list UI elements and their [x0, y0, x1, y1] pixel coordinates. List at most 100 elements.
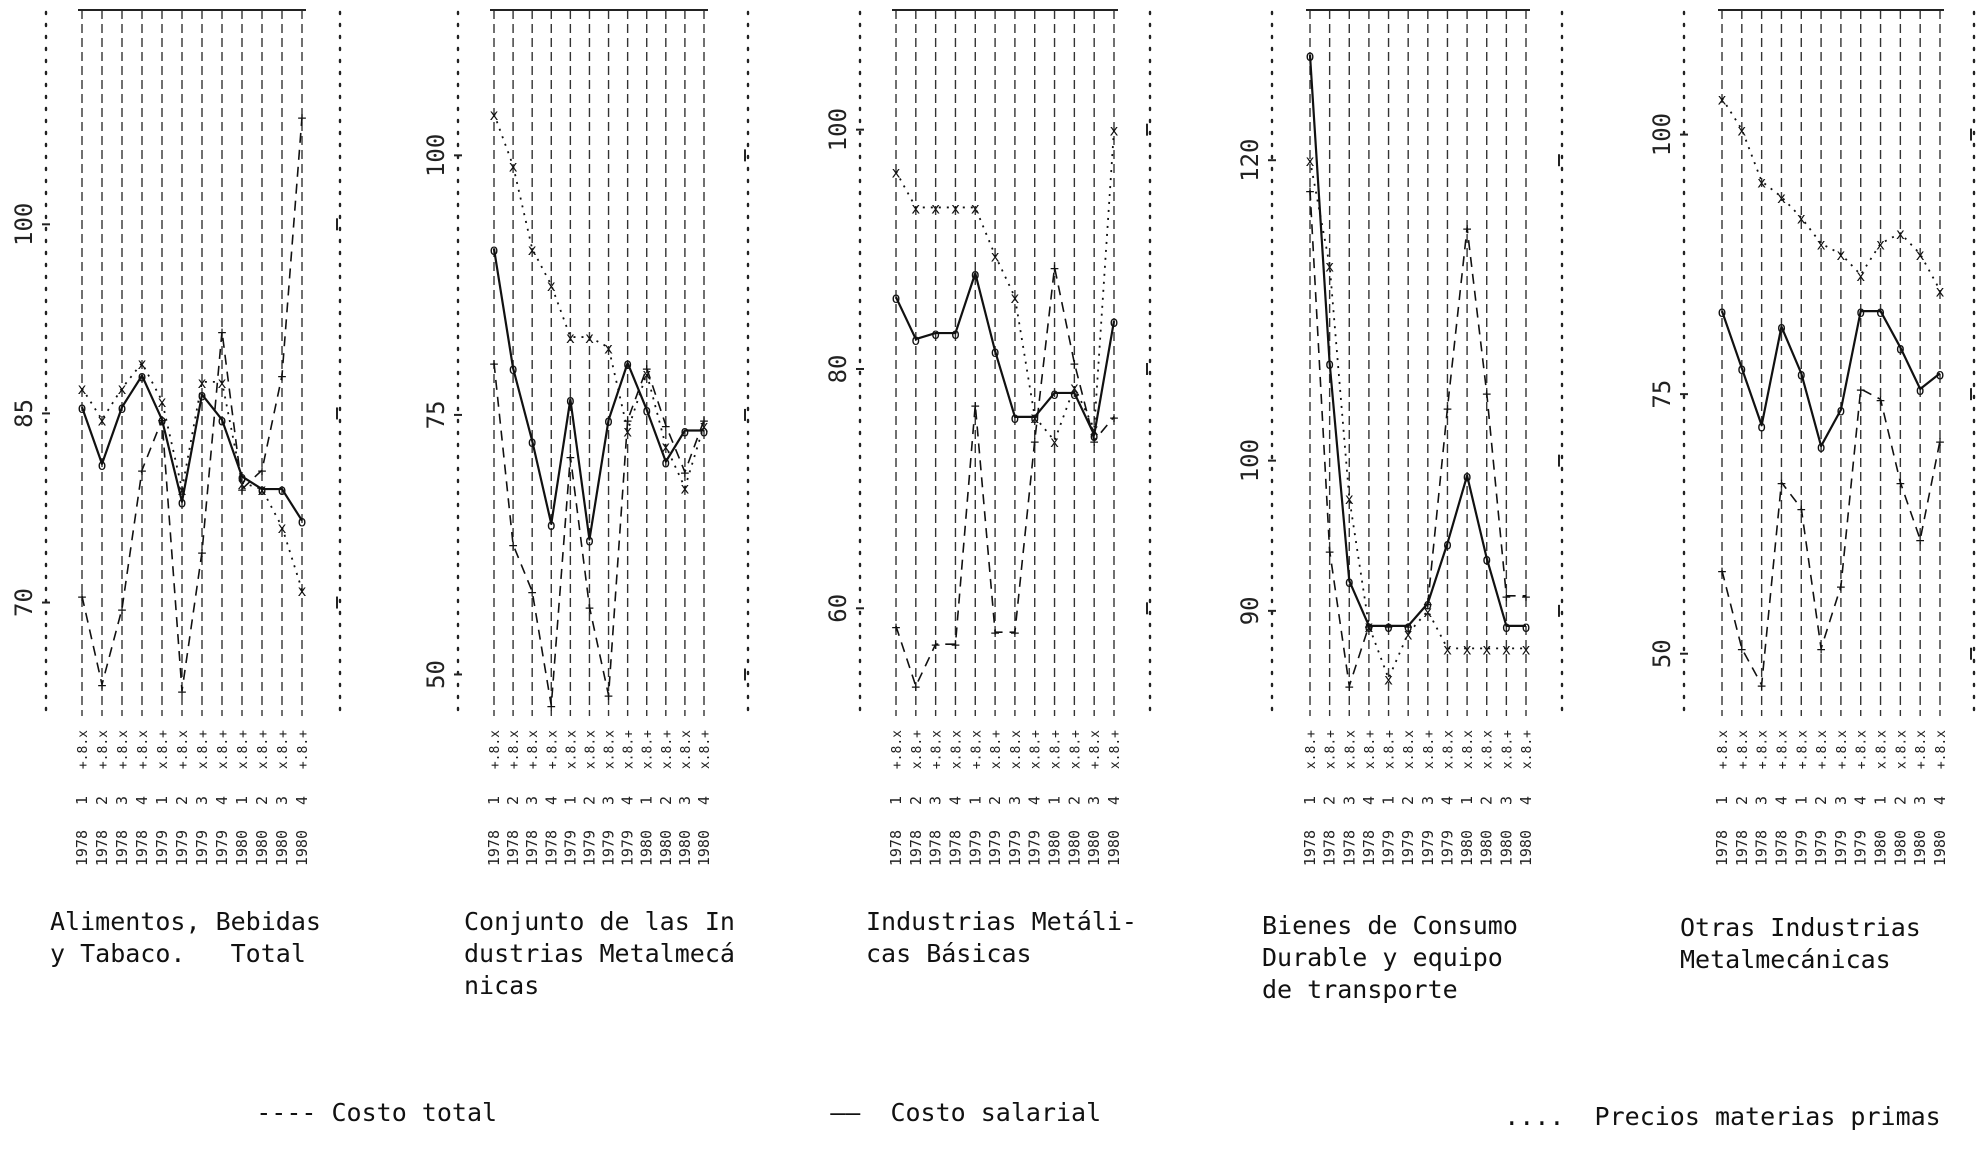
x-year-label: 1980 [1458, 830, 1476, 866]
point-precios-mp: x [604, 339, 613, 357]
point-precios-mp: x [117, 380, 126, 398]
panel-title-1: Alimentos, Bebidas y Tabaco. Total [50, 906, 321, 970]
legend-symbol: .... [1504, 1102, 1565, 1131]
x-year-label: 1978 [1772, 830, 1790, 866]
x-year-label: 1978 [887, 830, 905, 866]
x-quarter-label: 2 [907, 796, 925, 805]
x-year-label: 1978 [504, 830, 522, 866]
x-year-label: 1979 [173, 830, 191, 866]
point-precios-mp: x [1443, 640, 1452, 658]
point-costo-total: + [1836, 578, 1845, 596]
point-costo-salarial: o [1896, 339, 1905, 357]
point-costo-total: + [1935, 433, 1944, 451]
x-quarter-label: 1 [1046, 796, 1064, 805]
x-quarter-label: 3 [600, 796, 618, 805]
x-quarter-label: 1 [1301, 796, 1319, 805]
point-precios-mp: x [217, 374, 226, 392]
point-precios-mp: x [137, 355, 146, 373]
x-year-label: 1980 [253, 830, 271, 866]
point-precios-mp: x [971, 199, 980, 217]
x-year-label: 1978 [946, 830, 964, 866]
point-costo-salarial: o [157, 412, 166, 430]
x-year-label: 1979 [1419, 830, 1437, 866]
x-marker-label: +.8.x [1914, 730, 1929, 769]
point-costo-total: + [1777, 474, 1786, 492]
panel-title-line: de transporte [1262, 975, 1458, 1004]
point-costo-total: + [528, 583, 537, 601]
x-quarter-label: 4 [946, 796, 964, 805]
panel-title-line: Durable y equipo [1262, 943, 1503, 972]
x-marker-label: +.8.x [890, 730, 905, 769]
point-precios-mp: x [197, 374, 206, 392]
point-costo-salarial: o [1856, 303, 1865, 321]
x-year-label: 1980 [273, 830, 291, 866]
point-precios-mp: x [489, 106, 498, 124]
x-year-label: 1980 [1085, 830, 1103, 866]
point-costo-salarial: o [642, 402, 651, 420]
x-quarter-label: 1 [153, 796, 171, 805]
point-costo-total: + [297, 109, 306, 127]
x-marker-label: +.8.+ [296, 730, 311, 769]
x-marker-label: x.8.x [1009, 730, 1024, 769]
series-line-precios-mp [1721, 97, 1941, 291]
point-costo-salarial: o [509, 360, 518, 378]
y-tick-label: 100 [422, 134, 450, 177]
point-costo-total: + [699, 412, 708, 430]
x-quarter-label: 3 [1419, 796, 1437, 805]
point-costo-salarial: o [1090, 427, 1099, 445]
x-quarter-label: 4 [293, 796, 311, 805]
point-precios-mp: x [1836, 246, 1845, 264]
legend-item-costo-total: ---- Costo total [196, 1068, 497, 1158]
x-year-label: 1980 [1478, 830, 1496, 866]
point-costo-total: + [197, 544, 206, 562]
x-quarter-label: 2 [657, 796, 675, 805]
x-quarter-label: 2 [1399, 796, 1417, 805]
x-year-label: 1979 [1438, 830, 1456, 866]
point-costo-salarial: o [1463, 468, 1472, 486]
point-costo-salarial: o [1050, 385, 1059, 403]
point-costo-total: + [1916, 532, 1925, 550]
x-quarter-label: 4 [1517, 796, 1535, 805]
x-quarter-label: 3 [1753, 796, 1771, 805]
x-quarter-label: 3 [1497, 796, 1515, 805]
point-costo-total: + [1090, 433, 1099, 451]
point-precios-mp: x [1737, 121, 1746, 139]
point-costo-salarial: o [951, 325, 960, 343]
point-precios-mp: x [1521, 640, 1530, 658]
point-precios-mp: x [77, 380, 86, 398]
x-quarter-label: 1 [1792, 796, 1810, 805]
point-precios-mp: x [585, 329, 594, 347]
point-costo-salarial: o [1757, 417, 1766, 435]
x-marker-label: x.8.+ [1324, 730, 1339, 769]
x-marker-label: +.8.x [1815, 730, 1830, 769]
x-marker-label: x.8.+ [622, 730, 637, 769]
series-line-costo-salarial [1308, 54, 1526, 627]
point-costo-salarial: o [1325, 355, 1334, 373]
x-quarter-label: 3 [1832, 796, 1850, 805]
x-marker-label: x.8.+ [156, 730, 171, 769]
y-tick-label: 50 [1648, 639, 1676, 668]
x-marker-label: x.8.x [1481, 730, 1496, 769]
point-precios-mp: x [1757, 173, 1766, 191]
point-precios-mp: x [177, 481, 186, 499]
x-marker-label: +.8.x [1934, 730, 1949, 769]
point-costo-salarial: o [177, 494, 186, 512]
x-year-label: 1980 [1497, 830, 1515, 866]
x-marker-label: x.8.x [583, 730, 598, 769]
point-precios-mp: x [1305, 152, 1314, 170]
x-year-label: 1979 [619, 830, 637, 866]
x-quarter-label: 1 [1713, 796, 1731, 805]
point-costo-total: + [680, 464, 689, 482]
x-marker-label: +.8.x [76, 730, 91, 769]
point-precios-mp: x [1345, 490, 1354, 508]
point-costo-total: + [257, 462, 266, 480]
point-precios-mp: x [1070, 379, 1079, 397]
x-marker-label: +.8.x [176, 730, 191, 769]
point-costo-total: + [1443, 400, 1452, 418]
point-costo-salarial: o [117, 399, 126, 417]
point-precios-mp: x [97, 412, 106, 430]
point-costo-salarial: o [1916, 381, 1925, 399]
x-quarter-label: 1 [561, 796, 579, 805]
series-line-precios-mp [895, 129, 1115, 442]
